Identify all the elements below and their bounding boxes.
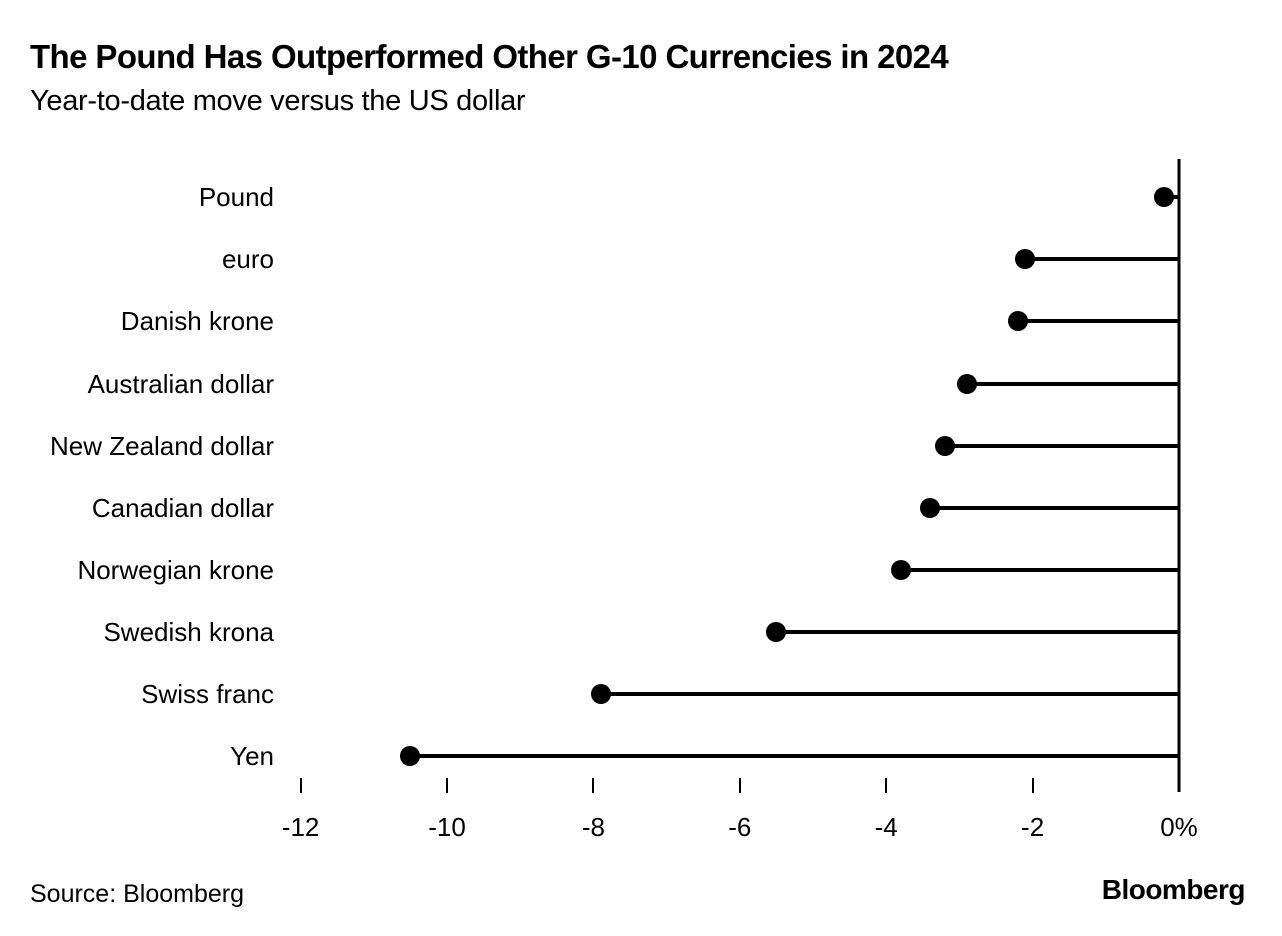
lollipop-dot (934, 435, 955, 456)
lollipop-line (776, 629, 1179, 634)
chart-title: The Pound Has Outperformed Other G-10 Cu… (30, 38, 949, 75)
lollipop-line (600, 691, 1179, 696)
x-axis-tick (446, 778, 448, 793)
row-label: Danish krone (120, 306, 274, 337)
x-axis-tick (299, 778, 302, 793)
x-axis-tick (738, 778, 741, 793)
lollipop-dot (1154, 187, 1175, 208)
row-label: Norwegian krone (77, 554, 274, 585)
row-label: euro (221, 244, 274, 275)
x-tick-label: 0% (1160, 812, 1198, 842)
row-label: Yen (230, 740, 274, 771)
bloomberg-logo: Bloomberg (1101, 874, 1246, 905)
x-tick-label: -10 (428, 812, 466, 842)
x-axis-tick (592, 778, 595, 793)
row-label: New Zealand dollar (49, 430, 274, 461)
lollipop-line (966, 381, 1179, 386)
lollipop-line (1017, 319, 1179, 324)
lollipop-dot (1015, 249, 1036, 270)
row-label: Swiss franc (141, 678, 274, 709)
lollipop-dot (400, 745, 421, 766)
x-tick-label: -12 (281, 812, 320, 842)
x-axis-tick (1031, 778, 1034, 793)
x-tick-label: -4 (874, 812, 898, 842)
lollipop-line (1025, 257, 1179, 262)
lollipop-line (900, 567, 1179, 572)
lollipop-line (930, 505, 1179, 510)
lollipop-line (944, 443, 1179, 448)
lollipop-dot (890, 559, 911, 580)
row-label: Canadian dollar (91, 492, 274, 523)
x-axis-tick (885, 778, 888, 793)
x-tick-label: -2 (1021, 812, 1045, 842)
x-tick-label: -8 (581, 812, 605, 842)
lollipop-dot (956, 373, 977, 394)
x-tick-label: -6 (728, 812, 752, 842)
lollipop-dot (1007, 311, 1028, 332)
row-label: Swedish krona (103, 616, 274, 647)
lollipop-dot (766, 621, 787, 642)
lollipop-dot (590, 683, 611, 704)
zero-axis-line (1177, 159, 1181, 792)
row-label: Pound (198, 182, 274, 213)
chart-subtitle: Year-to-date move versus the US dollar (30, 85, 526, 117)
source-note: Source: Bloomberg (30, 880, 245, 908)
lollipop-line (410, 753, 1179, 758)
lollipop-dot (920, 497, 941, 518)
row-label: Australian dollar (87, 368, 274, 399)
